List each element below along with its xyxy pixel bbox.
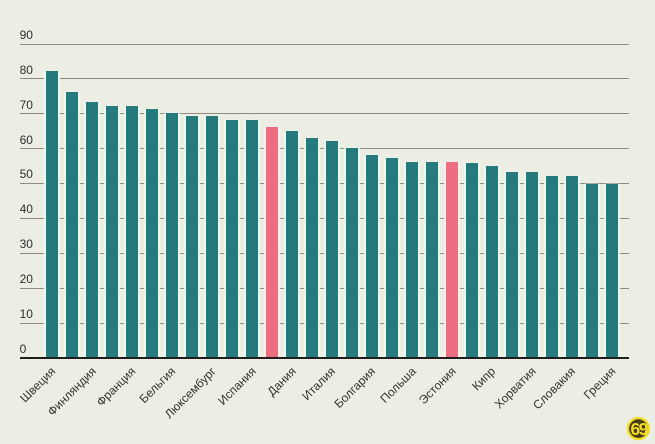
svg-text:69: 69 — [630, 419, 648, 439]
